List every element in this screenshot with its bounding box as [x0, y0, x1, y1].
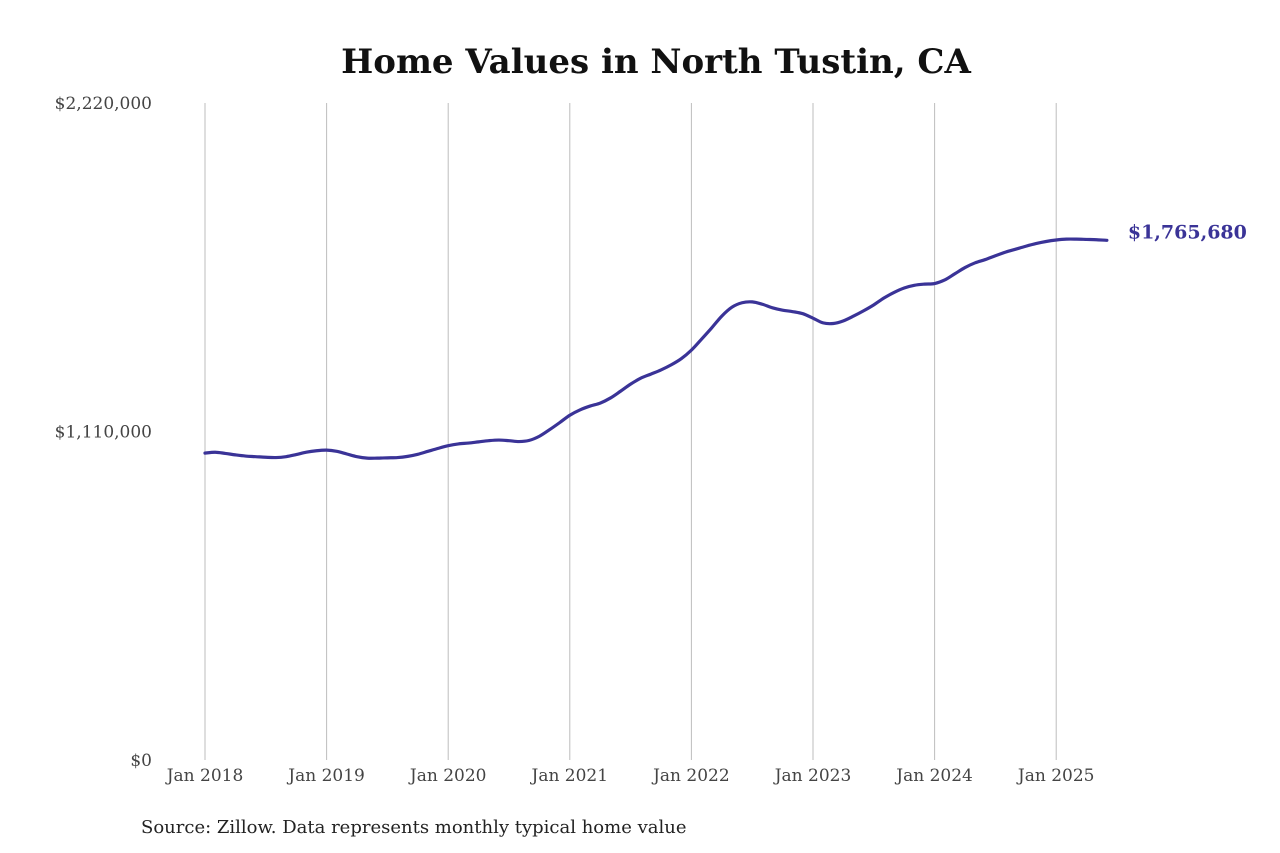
series-line-home-value — [203, 237, 1109, 460]
x-tick-label: Jan 2020 — [408, 766, 487, 786]
x-tick-label: Jan 2025 — [1016, 766, 1095, 786]
x-tick-label: Jan 2021 — [530, 766, 609, 786]
x-tick-label: Jan 2019 — [286, 766, 365, 786]
x-tick-label: Jan 2024 — [894, 766, 973, 786]
y-tick-label: $2,220,000 — [55, 94, 152, 114]
x-tick-label: Jan 2023 — [773, 766, 852, 786]
last-value-label: $1,765,680 — [1128, 221, 1247, 243]
x-axis-tick-labels: Jan 2018 Jan 2019 Jan 2020 Jan 2021 Jan 2022… — [165, 766, 1095, 786]
gridlines — [204, 103, 1057, 760]
y-tick-label: $0 — [130, 751, 152, 771]
x-tick-label: Jan 2018 — [165, 766, 244, 786]
y-tick-label: $1,110,000 — [55, 423, 152, 443]
chart-title: Home Values in North Tustin, CA — [341, 42, 971, 82]
source-note: Source: Zillow. Data represents monthly … — [141, 817, 687, 838]
y-axis-tick-labels: $0 $1,110,000 $2,220,000 — [55, 94, 152, 771]
x-tick-label: Jan 2022 — [651, 766, 730, 786]
